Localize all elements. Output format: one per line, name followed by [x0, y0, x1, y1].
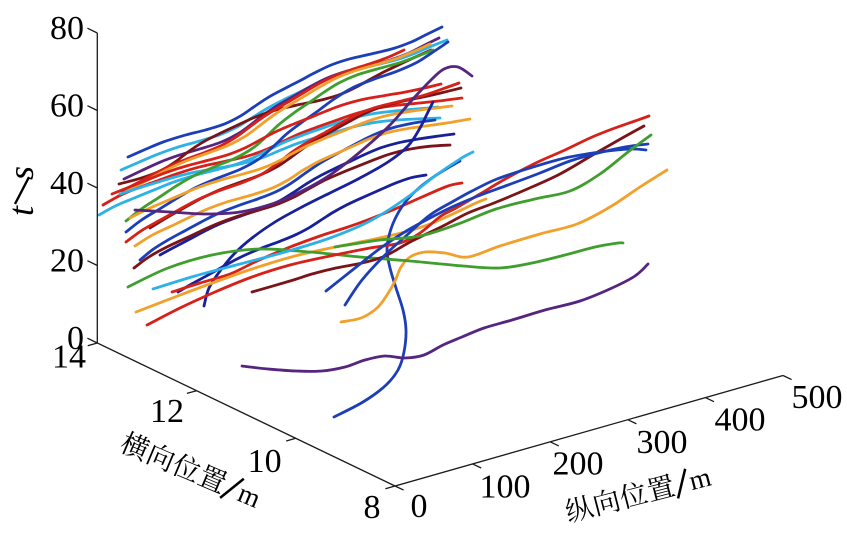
svg-text:0: 0	[411, 488, 428, 525]
svg-text:400: 400	[715, 402, 766, 439]
svg-text:20: 20	[50, 243, 84, 280]
svg-text:300: 300	[637, 424, 688, 461]
svg-text:500: 500	[792, 379, 843, 416]
svg-text:12: 12	[150, 393, 184, 430]
svg-text:80: 80	[50, 10, 84, 47]
svg-text:14: 14	[52, 339, 86, 376]
svg-text:10: 10	[248, 443, 282, 480]
svg-text:40: 40	[50, 165, 84, 202]
svg-text:0: 0	[67, 320, 84, 357]
svg-text:60: 60	[50, 88, 84, 125]
svg-text:200: 200	[553, 446, 604, 483]
svg-text:8: 8	[364, 489, 381, 526]
svg-text:t: t	[1, 205, 41, 216]
svg-text:s: s	[1, 166, 41, 180]
svg-text:100: 100	[480, 469, 531, 506]
